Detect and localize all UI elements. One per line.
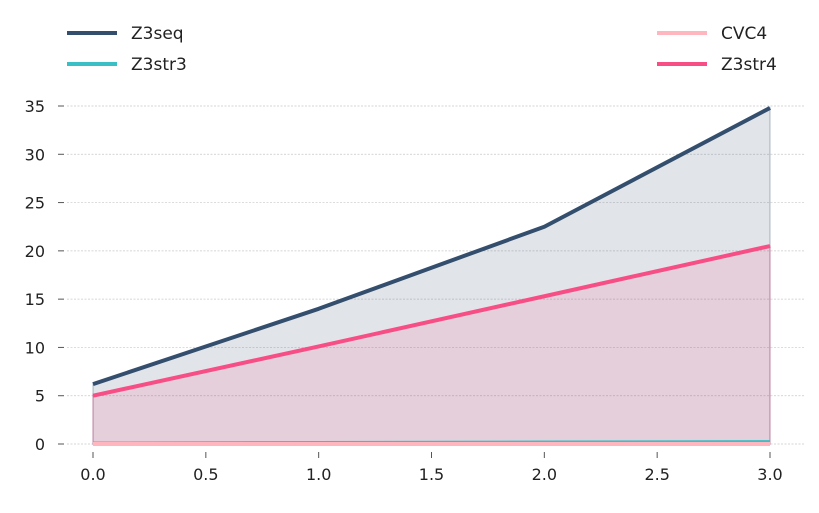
legend: Z3seq Z3str3 CVC4 Z3str4 (67, 24, 777, 75)
x-tick-label: 0.5 (193, 465, 218, 484)
y-axis: 0 5 10 15 20 25 30 35 (25, 97, 64, 454)
x-tick-label: 1.5 (419, 465, 444, 484)
series-lines (92, 106, 771, 446)
legend-label-z3str4: Z3str4 (721, 55, 777, 75)
y-tick-label: 10 (25, 338, 45, 357)
x-tick-label: 3.0 (757, 465, 782, 484)
y-tick-label: 5 (35, 387, 45, 406)
x-tick-label: 2.0 (532, 465, 557, 484)
y-tick-label: 20 (25, 242, 45, 261)
series-line-z3str4 (92, 244, 771, 398)
x-tick-label: 2.5 (644, 465, 669, 484)
legend-label-z3str3: Z3str3 (131, 55, 187, 75)
series-line-z3seq (92, 106, 771, 387)
legend-label-cvc4: CVC4 (721, 24, 767, 44)
x-tick-label: 0.0 (80, 465, 105, 484)
y-tick-label: 15 (25, 290, 45, 309)
y-tick-label: 35 (25, 97, 45, 116)
x-tick-label: 1.0 (306, 465, 331, 484)
grid-lines (67, 105, 805, 445)
y-tick-label: 0 (35, 435, 45, 454)
y-tick-label: 25 (25, 194, 45, 213)
area-fills (92, 106, 771, 445)
x-axis: 0.0 0.5 1.0 1.5 2.0 2.5 3.0 (80, 452, 783, 484)
y-tick-label: 30 (25, 145, 45, 164)
legend-label-z3seq: Z3seq (131, 24, 184, 44)
